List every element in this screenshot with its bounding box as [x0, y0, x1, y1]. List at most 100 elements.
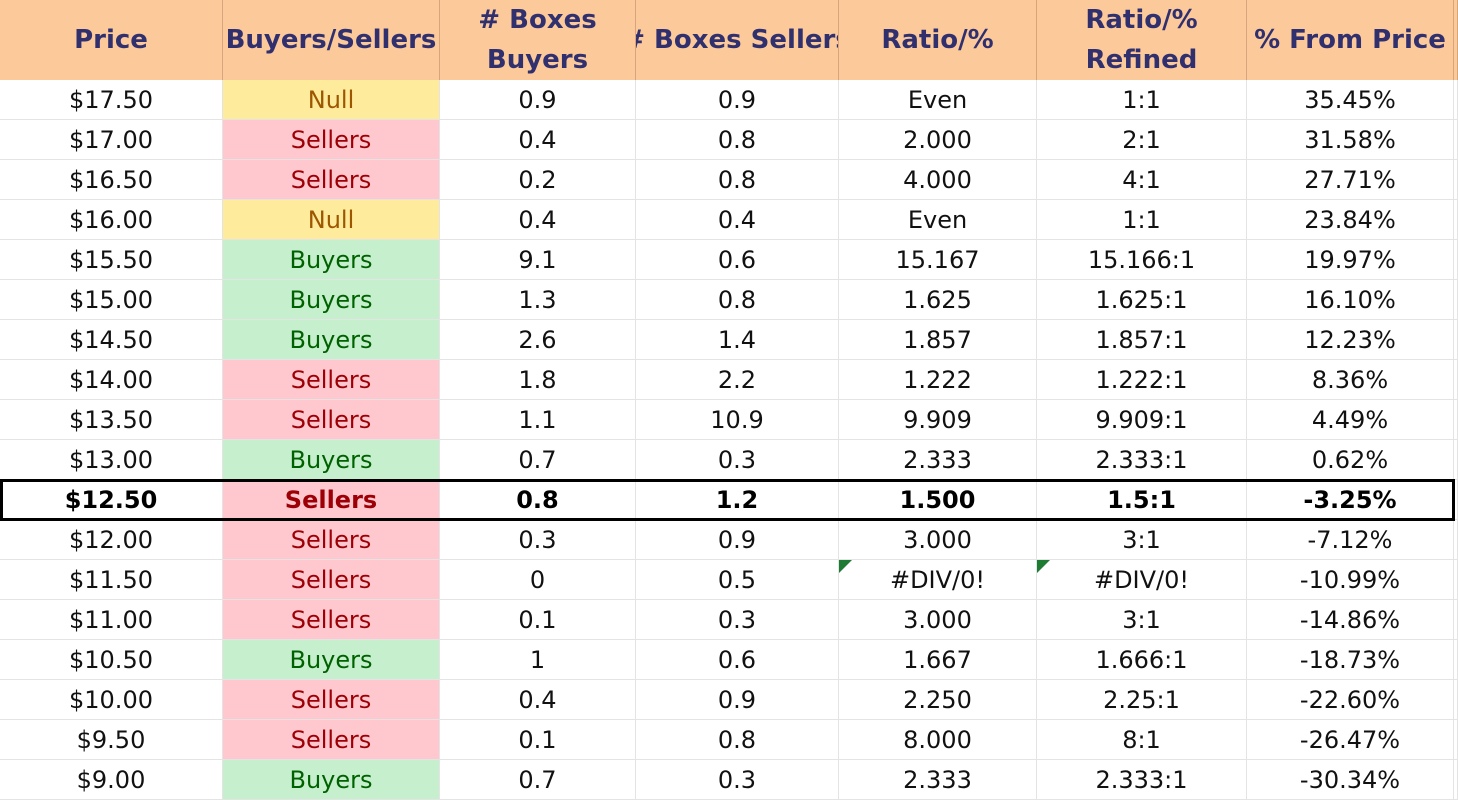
- next-column-cell[interactable]: [1454, 400, 1458, 440]
- boxes-buyers-cell[interactable]: 1.1: [440, 400, 636, 440]
- price-cell[interactable]: $10.00: [0, 680, 223, 720]
- from-price-cell[interactable]: -22.60%: [1247, 680, 1454, 720]
- boxes-sellers-cell[interactable]: 0.5: [636, 560, 839, 600]
- ratio-refined-cell[interactable]: 9.909:1: [1037, 400, 1247, 440]
- header-buyers-sellers[interactable]: Buyers/Sellers: [223, 0, 440, 80]
- ratio-cell[interactable]: Even: [839, 200, 1037, 240]
- next-column-cell[interactable]: [1454, 360, 1458, 400]
- ratio-refined-cell[interactable]: 1.857:1: [1037, 320, 1247, 360]
- price-cell[interactable]: $15.00: [0, 280, 223, 320]
- ratio-cell[interactable]: 1.667: [839, 640, 1037, 680]
- ratio-cell[interactable]: 4.000: [839, 160, 1037, 200]
- boxes-buyers-cell[interactable]: 0.2: [440, 160, 636, 200]
- from-price-cell[interactable]: 12.23%: [1247, 320, 1454, 360]
- boxes-buyers-cell[interactable]: 0.9: [440, 80, 636, 120]
- from-price-cell[interactable]: 31.58%: [1247, 120, 1454, 160]
- next-column-cell[interactable]: [1454, 280, 1458, 320]
- from-price-cell[interactable]: 16.10%: [1247, 280, 1454, 320]
- ratio-cell[interactable]: #DIV/0!: [839, 560, 1037, 600]
- boxes-buyers-cell[interactable]: 0.3: [440, 520, 636, 560]
- from-price-cell[interactable]: -26.47%: [1247, 720, 1454, 760]
- buyers-sellers-cell[interactable]: Sellers: [223, 480, 440, 520]
- boxes-sellers-cell[interactable]: 10.9: [636, 400, 839, 440]
- ratio-cell[interactable]: Even: [839, 80, 1037, 120]
- from-price-cell[interactable]: 4.49%: [1247, 400, 1454, 440]
- next-column-cell[interactable]: [1454, 80, 1458, 120]
- boxes-sellers-cell[interactable]: 0.8: [636, 720, 839, 760]
- header-ratio-refined[interactable]: Ratio/% Refined: [1037, 0, 1247, 80]
- price-cell[interactable]: $14.50: [0, 320, 223, 360]
- buyers-sellers-cell[interactable]: Null: [223, 80, 440, 120]
- ratio-refined-cell[interactable]: 1.222:1: [1037, 360, 1247, 400]
- header-ratio[interactable]: Ratio/%: [839, 0, 1037, 80]
- buyers-sellers-cell[interactable]: Buyers: [223, 240, 440, 280]
- next-column-cell[interactable]: [1454, 600, 1458, 640]
- boxes-buyers-cell[interactable]: 0.1: [440, 600, 636, 640]
- boxes-buyers-cell[interactable]: 0.4: [440, 200, 636, 240]
- ratio-refined-cell[interactable]: 15.166:1: [1037, 240, 1247, 280]
- boxes-sellers-cell[interactable]: 0.9: [636, 520, 839, 560]
- price-cell[interactable]: $12.00: [0, 520, 223, 560]
- boxes-sellers-cell[interactable]: 1.4: [636, 320, 839, 360]
- price-cell[interactable]: $10.50: [0, 640, 223, 680]
- buyers-sellers-cell[interactable]: Sellers: [223, 560, 440, 600]
- from-price-cell[interactable]: 8.36%: [1247, 360, 1454, 400]
- ratio-refined-cell[interactable]: 8:1: [1037, 720, 1247, 760]
- buyers-sellers-cell[interactable]: Sellers: [223, 520, 440, 560]
- buyers-sellers-cell[interactable]: Buyers: [223, 280, 440, 320]
- buyers-sellers-cell[interactable]: Buyers: [223, 440, 440, 480]
- ratio-cell[interactable]: 15.167: [839, 240, 1037, 280]
- buyers-sellers-cell[interactable]: Sellers: [223, 680, 440, 720]
- boxes-sellers-cell[interactable]: 1.2: [636, 480, 839, 520]
- ratio-refined-cell[interactable]: #DIV/0!: [1037, 560, 1247, 600]
- from-price-cell[interactable]: -14.86%: [1247, 600, 1454, 640]
- price-cell[interactable]: $16.00: [0, 200, 223, 240]
- from-price-cell[interactable]: -3.25%: [1247, 480, 1454, 520]
- boxes-buyers-cell[interactable]: 0.7: [440, 760, 636, 800]
- from-price-cell[interactable]: 23.84%: [1247, 200, 1454, 240]
- next-column-cell[interactable]: [1454, 680, 1458, 720]
- next-column-cell[interactable]: [1454, 240, 1458, 280]
- ratio-cell[interactable]: 2.333: [839, 440, 1037, 480]
- ratio-cell[interactable]: 3.000: [839, 520, 1037, 560]
- boxes-buyers-cell[interactable]: 0.7: [440, 440, 636, 480]
- boxes-sellers-cell[interactable]: 0.6: [636, 240, 839, 280]
- price-cell[interactable]: $15.50: [0, 240, 223, 280]
- buyers-sellers-cell[interactable]: Null: [223, 200, 440, 240]
- from-price-cell[interactable]: -7.12%: [1247, 520, 1454, 560]
- next-column-cell[interactable]: [1454, 520, 1458, 560]
- ratio-refined-cell[interactable]: 1.625:1: [1037, 280, 1247, 320]
- boxes-buyers-cell[interactable]: 1: [440, 640, 636, 680]
- next-column-cell[interactable]: [1454, 720, 1458, 760]
- header-boxes-sellers[interactable]: # Boxes Sellers: [636, 0, 839, 80]
- ratio-refined-cell[interactable]: 2.25:1: [1037, 680, 1247, 720]
- header-boxes-buyers[interactable]: # Boxes Buyers: [440, 0, 636, 80]
- next-column-cell[interactable]: [1454, 760, 1458, 800]
- header-next-column[interactable]: [1454, 0, 1458, 80]
- ratio-refined-cell[interactable]: 2.333:1: [1037, 760, 1247, 800]
- boxes-sellers-cell[interactable]: 0.8: [636, 120, 839, 160]
- boxes-sellers-cell[interactable]: 0.9: [636, 680, 839, 720]
- ratio-refined-cell[interactable]: 2:1: [1037, 120, 1247, 160]
- ratio-refined-cell[interactable]: 3:1: [1037, 600, 1247, 640]
- ratio-refined-cell[interactable]: 4:1: [1037, 160, 1247, 200]
- next-column-cell[interactable]: [1454, 480, 1458, 520]
- ratio-cell[interactable]: 2.333: [839, 760, 1037, 800]
- ratio-refined-cell[interactable]: 3:1: [1037, 520, 1247, 560]
- price-cell[interactable]: $17.00: [0, 120, 223, 160]
- from-price-cell[interactable]: 27.71%: [1247, 160, 1454, 200]
- from-price-cell[interactable]: 0.62%: [1247, 440, 1454, 480]
- boxes-sellers-cell[interactable]: 0.8: [636, 160, 839, 200]
- ratio-cell[interactable]: 1.857: [839, 320, 1037, 360]
- boxes-sellers-cell[interactable]: 0.3: [636, 760, 839, 800]
- ratio-cell[interactable]: 1.625: [839, 280, 1037, 320]
- price-cell[interactable]: $11.00: [0, 600, 223, 640]
- price-cell[interactable]: $13.00: [0, 440, 223, 480]
- boxes-buyers-cell[interactable]: 0.1: [440, 720, 636, 760]
- next-column-cell[interactable]: [1454, 160, 1458, 200]
- boxes-sellers-cell[interactable]: 2.2: [636, 360, 839, 400]
- next-column-cell[interactable]: [1454, 200, 1458, 240]
- price-cell[interactable]: $12.50: [0, 480, 223, 520]
- buyers-sellers-cell[interactable]: Sellers: [223, 120, 440, 160]
- boxes-sellers-cell[interactable]: 0.9: [636, 80, 839, 120]
